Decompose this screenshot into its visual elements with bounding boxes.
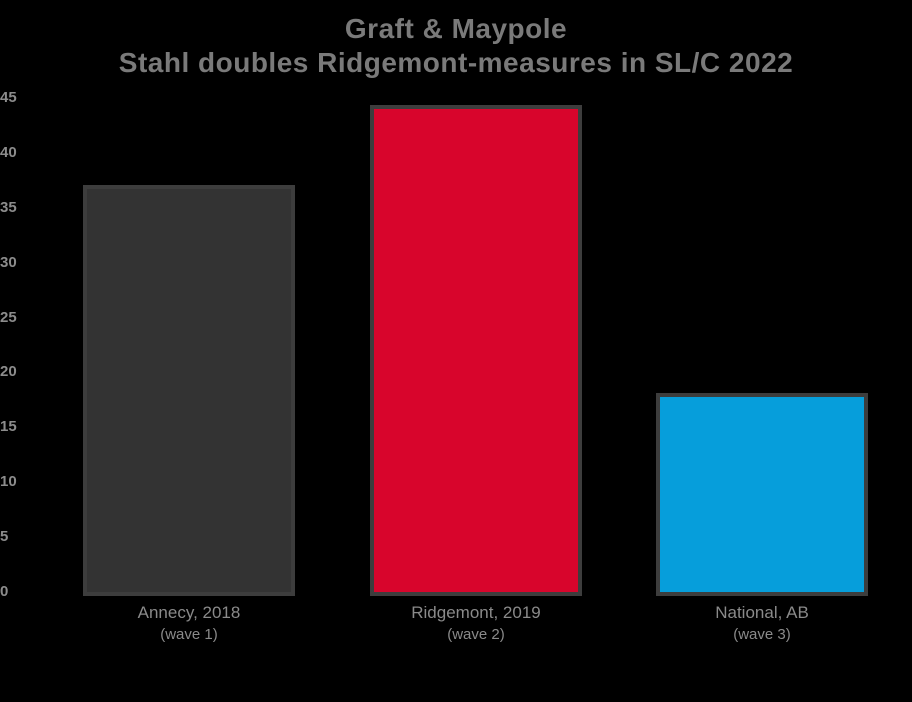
y-tick-label: 5: [0, 528, 9, 546]
x-category-name: Ridgemont, 2019: [411, 603, 541, 622]
x-category-sublabel: (wave 3): [733, 625, 791, 643]
x-category-label: National, AB (wave 3): [632, 602, 892, 645]
y-tick-label: 35: [0, 198, 17, 216]
y-tick-label: 30: [0, 253, 17, 271]
y-tick-label: 20: [0, 363, 17, 381]
y-tick-label: 45: [0, 89, 17, 106]
chart-title: Graft & Maypole Stahl doubles Ridgemont-…: [0, 12, 912, 80]
bar-1: [83, 184, 295, 596]
y-tick-label: 0: [0, 583, 9, 600]
chart-title-line2: Stahl doubles Ridgemont-measures in SL/C…: [118, 47, 794, 79]
x-category-sublabel: (wave 1): [160, 625, 218, 643]
chart-title-line1: Graft & Maypole: [344, 13, 568, 44]
x-category-name: Annecy, 2018: [137, 603, 241, 622]
x-category-label: Annecy, 2018 (wave 1): [59, 602, 319, 645]
x-category-name: National, AB: [715, 603, 809, 622]
x-category-sublabel: (wave 2): [447, 625, 505, 643]
bar-3: [656, 393, 868, 596]
y-tick-label: 15: [0, 418, 17, 436]
y-tick-label: 25: [0, 308, 17, 326]
x-category-label: Ridgemont, 2019 (wave 2): [346, 602, 606, 645]
y-tick-label: 10: [0, 473, 17, 491]
y-tick-label: 40: [0, 143, 17, 161]
bar-2: [370, 104, 582, 596]
